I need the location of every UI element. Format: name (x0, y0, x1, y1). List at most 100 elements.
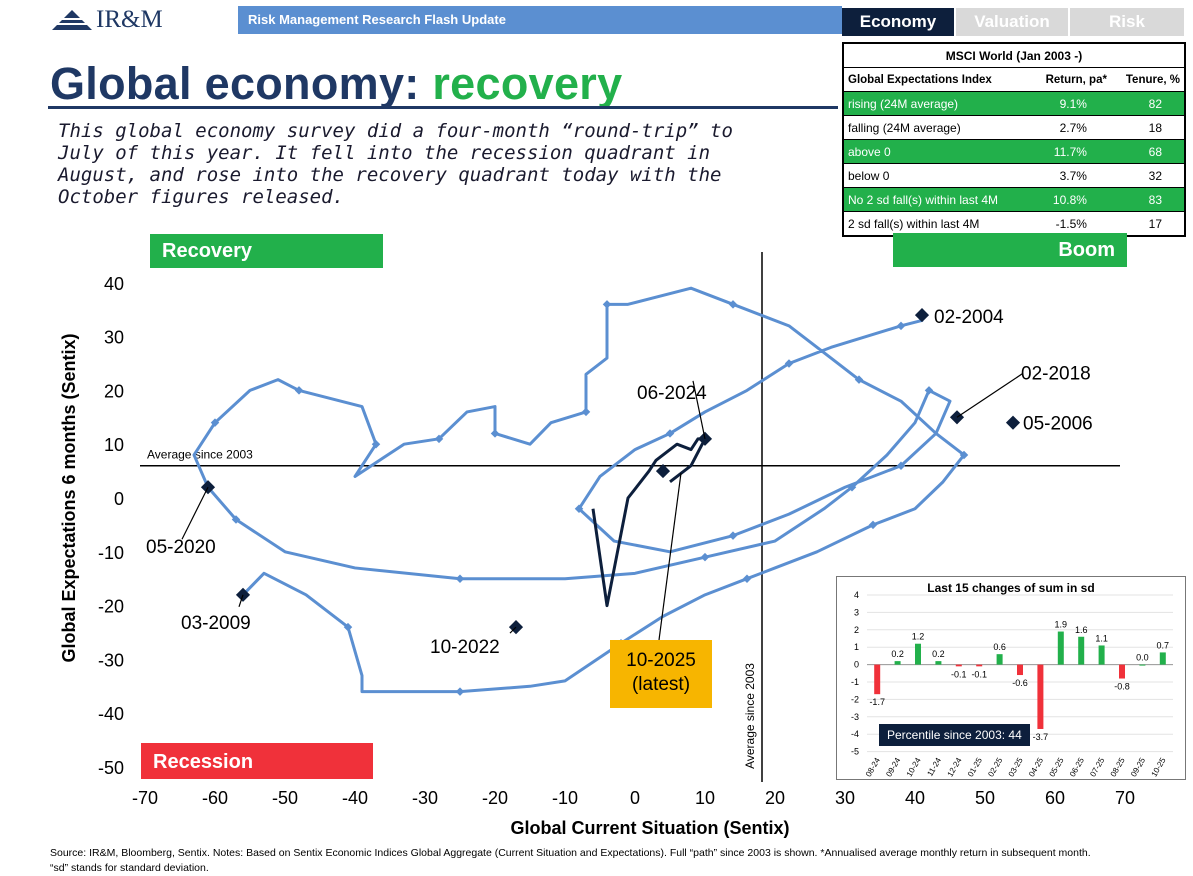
average-line-horizontal-label: Average since 2003 (147, 448, 253, 462)
inset-x-tick-label: 05-25 (1048, 756, 1066, 779)
average-line-vertical-label: Average since 2003 (743, 663, 757, 769)
annotation-leader-line (692, 380, 706, 439)
inset-x-tick-label: 09-25 (1129, 756, 1147, 779)
section-tabs: Economy Valuation Risk (842, 8, 1186, 38)
path-point (959, 450, 969, 460)
tab-economy[interactable]: Economy (842, 8, 954, 36)
table-row: above 0 11.7% 68 (843, 139, 1185, 164)
table-row: No 2 sd fall(s) within last 4M 10.8% 83 (843, 187, 1185, 212)
tab-risk[interactable]: Risk (1070, 8, 1184, 36)
latest-callout: 10-2025 (latest) (610, 640, 712, 708)
inset-y-tick-label: -2 (851, 694, 859, 704)
inset-x-tick-label: 06-25 (1068, 756, 1086, 779)
table-header-tenure: Tenure, % (1110, 67, 1185, 92)
inset-data-label: -0.1 (951, 669, 967, 679)
row-label: below 0 (843, 163, 1030, 188)
x-tick-label: 60 (1045, 788, 1065, 808)
page-title-main: Global economy: (50, 58, 420, 109)
row-label: 2 sd fall(s) within last 4M (843, 211, 1030, 237)
inset-x-tick-label: 03-25 (1007, 756, 1025, 779)
inset-bar (996, 654, 1003, 665)
inset-data-label: 1.1 (1095, 633, 1108, 643)
inset-data-label: -1.7 (869, 697, 885, 707)
inset-bar (1057, 631, 1064, 665)
row-label: No 2 sd fall(s) within last 4M (843, 187, 1030, 212)
annotation-leader-line (238, 594, 244, 608)
x-tick-label: 30 (835, 788, 855, 808)
title-underline (48, 106, 838, 109)
path-point (700, 552, 710, 562)
x-tick-label: 70 (1115, 788, 1135, 808)
inset-bar (915, 643, 921, 665)
inset-x-tick-label: 01-25 (966, 756, 984, 779)
table-row: rising (24M average) 9.1% 82 (843, 91, 1185, 116)
y-tick-label: -20 (98, 597, 124, 617)
inset-data-label: -3.7 (1033, 732, 1049, 742)
banner-title: Risk Management Research Flash Update (248, 12, 506, 27)
annotation-leader-line (509, 626, 517, 634)
row-return: 3.7% (1029, 163, 1111, 188)
source-footnote: Source: IR&M, Bloomberg, Sentix. Notes: … (50, 846, 1150, 876)
y-tick-label: -50 (98, 758, 124, 778)
quadrant-label-boom: Boom (893, 233, 1127, 267)
inset-y-tick-label: -1 (851, 677, 859, 687)
path-point (896, 321, 906, 331)
path-point (602, 300, 612, 309)
tab-valuation[interactable]: Valuation (956, 8, 1068, 36)
path-point (742, 574, 752, 583)
inset-data-label: 0.7 (1157, 640, 1170, 650)
row-tenure: 82 (1110, 91, 1185, 116)
path-point (728, 531, 738, 540)
annotated-point-marker (1005, 415, 1021, 430)
inset-x-tick-label: 08-24 (864, 756, 882, 779)
inset-data-label: -0.8 (1114, 682, 1130, 692)
path-point (434, 434, 444, 444)
inset-x-tick-label: 10-25 (1150, 756, 1168, 779)
inset-bar (1119, 664, 1125, 679)
table-row: falling (24M average) 2.7% 18 (843, 115, 1185, 140)
path-point (455, 574, 465, 583)
page-title: Global economy: recovery (50, 58, 622, 110)
logo-text: IR&M (96, 6, 163, 33)
footnote-line-2: “sd” stands for standard deviation. (50, 862, 209, 874)
x-tick-label: 10 (695, 788, 715, 808)
table-header-index: Global Expectations Index (843, 67, 1030, 92)
inset-data-label: 0.0 (1136, 653, 1149, 663)
inset-y-tick-label: 4 (854, 590, 859, 600)
row-label: above 0 (843, 139, 1030, 164)
quadrant-label-recovery: Recovery (150, 234, 383, 268)
path-point (574, 504, 584, 514)
y-tick-label: -40 (98, 704, 124, 724)
annotation-leader-line (181, 486, 209, 540)
point-annotation-label: 06-2024 (637, 383, 707, 404)
inset-bar (976, 664, 983, 667)
inset-data-label: -0.6 (1012, 678, 1028, 688)
inset-bar (894, 661, 901, 665)
row-return: 2.7% (1029, 115, 1111, 140)
inset-x-tick-label: 10-24 (905, 756, 923, 779)
table-row: below 0 3.7% 32 (843, 163, 1185, 188)
y-tick-label: 20 (104, 381, 124, 401)
inset-y-tick-label: 3 (854, 607, 859, 617)
x-tick-label: 40 (905, 788, 925, 808)
x-tick-label: 50 (975, 788, 995, 808)
logo (50, 4, 190, 34)
row-tenure: 68 (1110, 139, 1185, 164)
intro-note: This global economy survey did a four-mo… (58, 120, 733, 208)
path-point (924, 386, 934, 395)
annotated-point-marker (914, 308, 930, 323)
point-annotation-label: 02-2018 (1021, 363, 1091, 384)
point-annotation-label: 03-2009 (181, 613, 251, 634)
inset-y-tick-label: -4 (851, 729, 859, 739)
path-point (868, 520, 878, 530)
inset-x-tick-label: 08-25 (1109, 756, 1127, 779)
row-tenure: 32 (1110, 163, 1185, 188)
point-annotation-label: 10-2022 (430, 637, 500, 658)
inset-bar (1017, 664, 1023, 676)
banner-bar (238, 6, 842, 34)
y-tick-label: 40 (104, 274, 124, 294)
inset-data-label: 0.2 (932, 649, 945, 659)
y-tick-label: -30 (98, 650, 124, 670)
inset-x-tick-label: 02-25 (986, 756, 1004, 779)
